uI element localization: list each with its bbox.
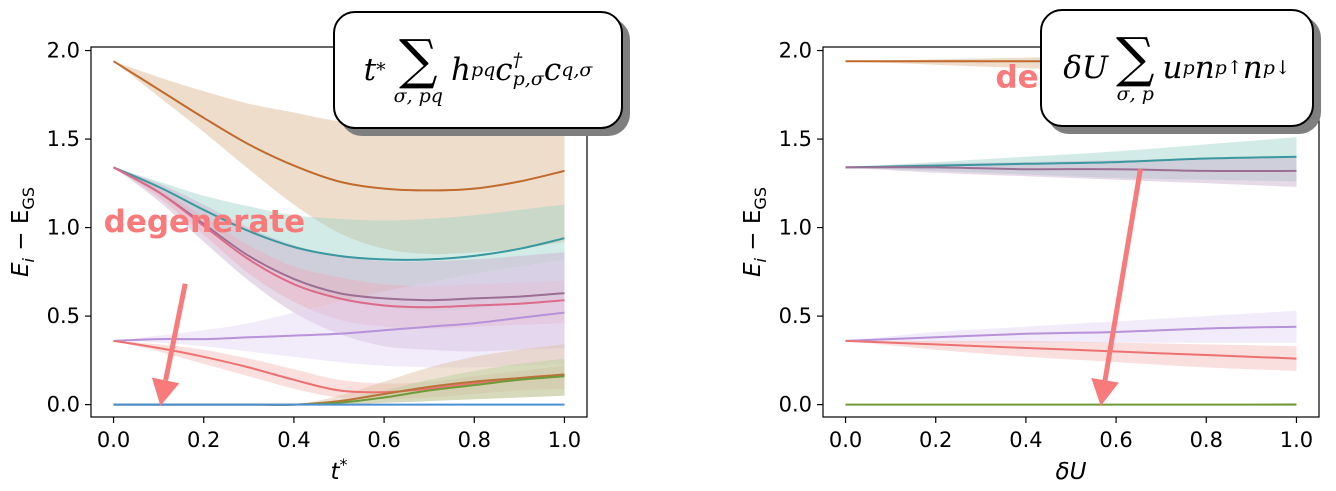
state-5-band <box>113 167 565 329</box>
state-6-line <box>845 166 1297 173</box>
x-tick-label: 0.0 <box>97 428 130 452</box>
x-tick-label: 0.8 <box>458 428 491 452</box>
state-1-band <box>113 358 565 405</box>
equation-prefix: δU <box>1063 50 1108 86</box>
sum-symbol: ∑ σ, p <box>1115 25 1155 105</box>
x-tick-label: 1.0 <box>548 428 581 452</box>
equation-hopping-term: h pq c † p,σ c q,σ <box>450 49 593 90</box>
y-tick-label: 1.0 <box>779 216 812 240</box>
x-tick-label: 0.6 <box>1099 428 1132 452</box>
annotation-label: degenerate <box>104 204 306 240</box>
state-3-band <box>845 340 1297 371</box>
y-tick-label: 1.5 <box>47 127 80 151</box>
x-axis-label: t* <box>330 455 347 485</box>
x-tick-label: 0.2 <box>187 428 220 452</box>
y-tick-label: 0.5 <box>47 304 80 328</box>
state-8-band <box>113 61 565 255</box>
state-6-band <box>113 167 565 352</box>
y-axis-label: Ei − EGS <box>8 187 38 277</box>
state-4-band <box>113 259 565 368</box>
state-4-line <box>113 311 565 342</box>
annotation-arrow-head <box>151 377 180 406</box>
y-tick-label: 0.0 <box>47 393 80 417</box>
sum-symbol: ∑ σ, pq <box>393 27 443 107</box>
annotation-arrow-head <box>1091 377 1119 406</box>
annotation-arrow-shaft <box>163 283 188 381</box>
plot-area <box>112 60 565 406</box>
equation-box-left: t * ∑ σ, pq h pq c † p,σ c q,σ <box>333 11 623 129</box>
x-tick-label: 0.0 <box>829 428 862 452</box>
state-2-band <box>113 344 565 406</box>
y-axis-label: Ei − EGS <box>740 187 770 277</box>
x-tick-label: 0.4 <box>277 428 310 452</box>
annotation-arrow-shaft <box>1102 168 1143 381</box>
state-5-line <box>113 166 565 309</box>
y-tick-label: 1.0 <box>47 216 80 240</box>
state-3-line <box>845 339 1297 360</box>
y-tick-label: 2.0 <box>47 39 80 63</box>
state-7-band <box>113 167 565 311</box>
x-tick-label: 0.2 <box>919 428 952 452</box>
state-7-line <box>845 155 1297 169</box>
y-tick-label: 0.0 <box>779 393 812 417</box>
x-tick-label: 1.0 <box>1280 428 1313 452</box>
state-4-line <box>845 325 1297 342</box>
y-tick-label: 2.0 <box>779 39 812 63</box>
left-chart: 0.0 0.2 0.4 0.6 0.8 1.0 0.0 0.5 1.0 1.5 2.0 t* Ei − … <box>8 39 588 485</box>
y-tick-label: 1.5 <box>779 127 812 151</box>
x-tick-label: 0.4 <box>1009 428 1042 452</box>
state-3-line <box>113 339 565 394</box>
state-8-line <box>112 60 565 192</box>
equation-prefix: t * <box>363 52 386 88</box>
x-axis-label: δU <box>1056 459 1087 485</box>
state-7-line <box>113 166 565 261</box>
state-4-band <box>845 310 1297 343</box>
x-tick-label: 0.6 <box>367 428 400 452</box>
y-tick-label: 0.5 <box>779 304 812 328</box>
x-tick-label: 0.8 <box>1190 428 1223 452</box>
